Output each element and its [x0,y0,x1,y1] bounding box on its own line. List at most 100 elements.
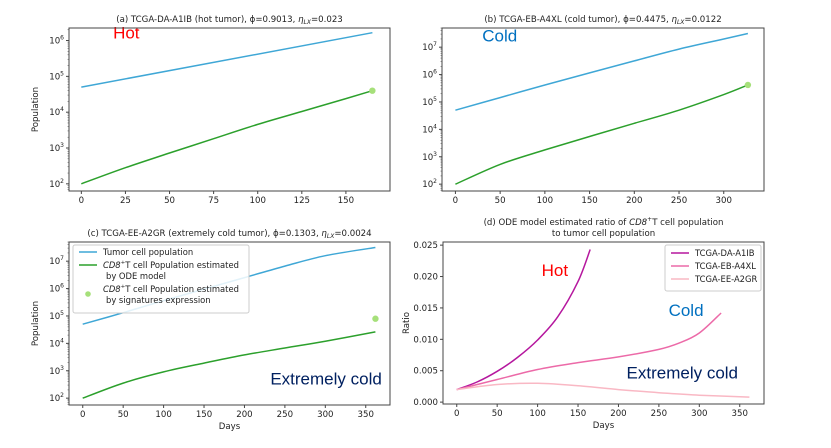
x-tick-label: 0 [453,196,458,206]
panel-title: (c) TCGA-EE-A2GR (extremely cold tumor),… [87,229,371,240]
y-tick-base: 10 [422,71,433,81]
legend-sup: + [121,284,126,290]
y-tick-exp: 2 [433,178,437,185]
y-tick-label: 105 [49,70,64,82]
x-tick-label: 300 [317,410,333,420]
x-axis-label: Days [593,421,615,431]
plot-area [81,31,373,185]
y-tick-label: 104 [422,123,437,135]
x-tick-label: 50 [118,410,129,420]
legend-entry-label: TCGA-EB-A4XL [694,261,756,271]
x-tick-label: 350 [358,410,374,420]
series-line-cd8-t-cell-population-estimated-by-ode-model [82,331,376,399]
legend-entry-label: CD8+T cell Population estimated [103,260,239,270]
panel-title-line1: (d) ODE model estimated ratio of CD8+T c… [484,216,724,228]
y-tick-label: 107 [422,41,437,53]
x-tick-label: 100 [250,196,266,206]
series-line-tumor-cell-population [81,31,373,88]
y-tick-exp: 2 [60,392,64,399]
y-tick-exp: 7 [433,41,437,48]
y-tick-base: 10 [422,98,433,108]
y-tick-label: 106 [49,35,64,47]
series-line-tcga-da-a1ib [456,249,591,391]
y-tick-base: 10 [49,257,60,267]
legend: TCGA-DA-A1IB TCGA-EB-A4XL TCGA-EE-A2GR [664,244,762,292]
y-tick-exp: 5 [60,70,64,77]
axes-frame [68,27,391,192]
panel-c: (c) TCGA-EE-A2GR (extremely cold tumor),… [31,229,391,432]
title-text: (a) TCGA-DA-A1IB (hot tumor), ϕ=0.9013, [116,15,298,25]
x-tick-label: 100 [155,410,171,420]
signature-estimate-point [744,81,752,89]
y-axis-label: Population [31,301,41,346]
title-text: T cell population [651,218,723,228]
y-tick-exp: 7 [60,255,64,262]
x-tick-label: 125 [294,196,310,206]
legend-text: T cell Population estimated [124,260,239,270]
x-tick-label: 200 [236,410,252,420]
y-tick-label: 102 [422,178,437,190]
y-tick-base: 10 [49,180,60,190]
title-text: (c) TCGA-EE-A2GR (extremely cold tumor),… [87,229,321,239]
y-tick-base: 10 [422,43,433,53]
plot-area [455,32,749,185]
title-eta-sub: LX [304,19,312,26]
title-cd8: CD8 [629,218,648,228]
panel-title: (a) TCGA-DA-A1IB (hot tumor), ϕ=0.9013, … [116,15,343,26]
y-tick-label: 105 [422,96,437,108]
title-eta-sub: LX [677,19,685,26]
legend-entry-label: TCGA-DA-A1IB [694,248,755,258]
title-text: (b) TCGA-EB-A4XL (cold tumor), ϕ=0.4475, [484,15,671,25]
y-tick-exp: 4 [60,106,64,113]
panel-a: (a) TCGA-DA-A1IB (hot tumor), ϕ=0.9013, … [31,15,391,206]
y-tick-exp: 5 [433,96,437,103]
series-line-cd8-t-cell-population-estimated-by-ode-model [81,89,373,185]
y-tick-base: 10 [49,339,60,349]
title-eta: η [672,15,678,25]
series-line-tcga-eb-a4xl [456,312,722,391]
x-tick-label: 250 [671,196,687,206]
y-tick-label: 105 [49,310,64,322]
x-tick-label: 250 [277,410,293,420]
x-tick-label: 200 [610,409,626,419]
y-tick-label: 106 [49,283,64,295]
axes-frame [68,241,391,406]
series-line-tcga-ee-a2gr [456,382,750,398]
x-tick-label: 50 [495,196,506,206]
legend-entry-label: Tumor cell population [102,247,193,257]
x-axis-label: Days [219,422,241,432]
x-tick-label: 300 [716,196,732,206]
title-eta: η [298,15,304,25]
y-tick-base: 10 [422,125,433,135]
legend-box [72,244,250,314]
y-tick-base: 10 [49,108,60,118]
y-tick-base: 10 [49,394,60,404]
x-tick-label: 0 [79,196,84,206]
title-text: (d) ODE model estimated ratio of [484,218,630,228]
x-tick-label: 200 [626,196,642,206]
y-tick-label: 102 [49,178,64,190]
y-tick-label: 103 [49,365,64,377]
y-tick-exp: 6 [433,69,437,76]
title-sup: + [647,216,652,223]
x-tick-label: 150 [570,409,586,419]
plot-area [456,249,750,398]
annotation-cold: Cold [669,301,704,320]
panel-b: (b) TCGA-EB-A4XL (cold tumor), ϕ=0.4475,… [422,15,765,206]
x-tick-label: 75 [208,196,219,206]
annotation-extremely-cold: Extremely cold [627,363,738,382]
y-tick-exp: 3 [60,142,64,149]
y-tick-label: 104 [49,106,64,118]
y-tick-exp: 5 [60,310,64,317]
legend-entry-label-line2: by signatures expression [106,295,211,305]
y-tick-label: 0.005 [413,367,438,377]
axes-frame [442,241,765,405]
y-tick-exp: 2 [60,178,64,185]
y-tick-base: 10 [49,367,60,377]
legend-sup: + [121,260,126,266]
panel-title: (b) TCGA-EB-A4XL (cold tumor), ϕ=0.4475,… [484,15,721,26]
y-tick-exp: 3 [60,365,64,372]
legend-swatch-dot [85,291,91,297]
x-tick-label: 50 [492,409,503,419]
